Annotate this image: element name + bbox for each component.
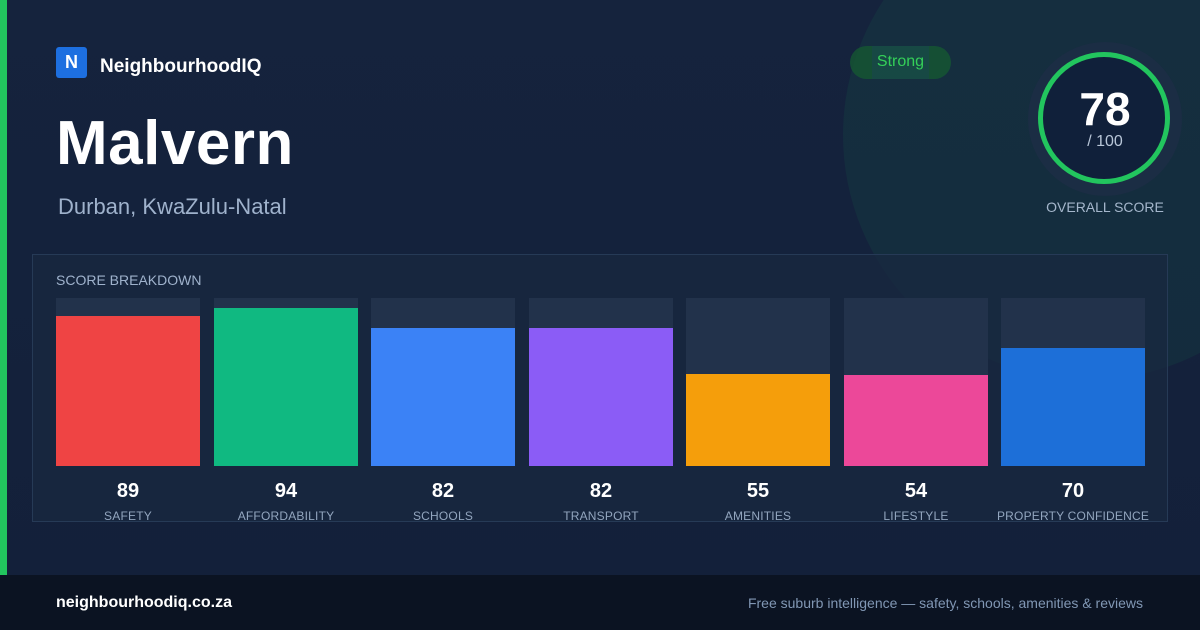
accent-bar — [0, 0, 7, 575]
overall-score-max: / 100 — [1087, 133, 1123, 150]
bar-value-label: 82 — [589, 480, 613, 502]
bar-affordability — [214, 298, 358, 468]
bar-transport — [529, 298, 673, 468]
bar-category-label: SCHOOLS — [412, 509, 474, 523]
breakdown-title: SCORE BREAKDOWN — [56, 272, 202, 288]
suburb-location: Durban, KwaZulu-Natal — [58, 194, 287, 219]
bar-category-label: SAFETY — [104, 509, 152, 523]
badge-left-cap — [850, 46, 872, 79]
logo-badge-icon: N — [56, 46, 87, 78]
bar-fill — [56, 316, 200, 466]
score-breakdown-panel: SCORE BREAKDOWN 89 SAFETY 94 AFFORDABILITY 8… — [32, 254, 1168, 523]
bar-category-label: AFFORDABILITY — [237, 509, 335, 523]
bar-value-label: 82 — [431, 480, 455, 502]
bar-fill — [844, 375, 988, 466]
bar-fill — [529, 328, 673, 466]
bar-safety — [56, 298, 200, 468]
bar-track — [56, 298, 200, 466]
bar-schools — [371, 298, 515, 468]
bar-fill — [371, 328, 515, 466]
bar-track — [214, 298, 358, 466]
overall-score-dial: 78 / 100 — [1028, 42, 1182, 196]
bar-track — [371, 298, 515, 466]
bar-track — [529, 298, 673, 466]
bar-track — [686, 298, 830, 466]
bar-value-label: 55 — [746, 480, 770, 502]
bar-fill — [686, 374, 830, 466]
bar-fill — [214, 308, 358, 466]
bar-track — [1001, 298, 1145, 466]
bar-value-label: 94 — [274, 480, 298, 502]
bar-amenities — [686, 298, 830, 468]
rating-badge: Strong — [850, 46, 951, 79]
brand-logo[interactable]: N NeighbourhoodIQ — [56, 46, 261, 78]
bar-value-label: 70 — [1061, 480, 1085, 502]
footer: neighbourhoodiq.co.za Free suburb intell… — [0, 575, 1200, 630]
badge-right-cap — [929, 46, 951, 79]
bar-track — [844, 298, 988, 466]
brand-name: NeighbourhoodIQ — [100, 56, 262, 77]
bar-category-label: PROPERTY CONFIDENCE — [996, 509, 1150, 523]
breakdown-bar-chart — [56, 298, 1145, 468]
score-ring — [1038, 52, 1170, 184]
bar-value-label: 89 — [116, 480, 140, 502]
bar-category-label: TRANSPORT — [563, 509, 639, 523]
rating-badge-label: Strong — [876, 53, 925, 70]
suburb-title: Malvern — [56, 109, 294, 178]
bar-category-label: AMENITIES — [724, 509, 792, 523]
footer-tagline: Free suburb intelligence — safety, schoo… — [747, 595, 1143, 611]
bar-fill — [1001, 348, 1145, 466]
bar-value-label: 54 — [904, 480, 928, 502]
overall-score-value: 78 — [1079, 83, 1131, 135]
bar-lifestyle — [844, 298, 988, 468]
footer-site-link[interactable]: neighbourhoodiq.co.za — [56, 594, 232, 611]
bar-property-confidence — [1001, 298, 1145, 468]
bar-category-label: LIFESTYLE — [883, 509, 949, 523]
overall-score-label: OVERALL SCORE — [1046, 199, 1164, 215]
